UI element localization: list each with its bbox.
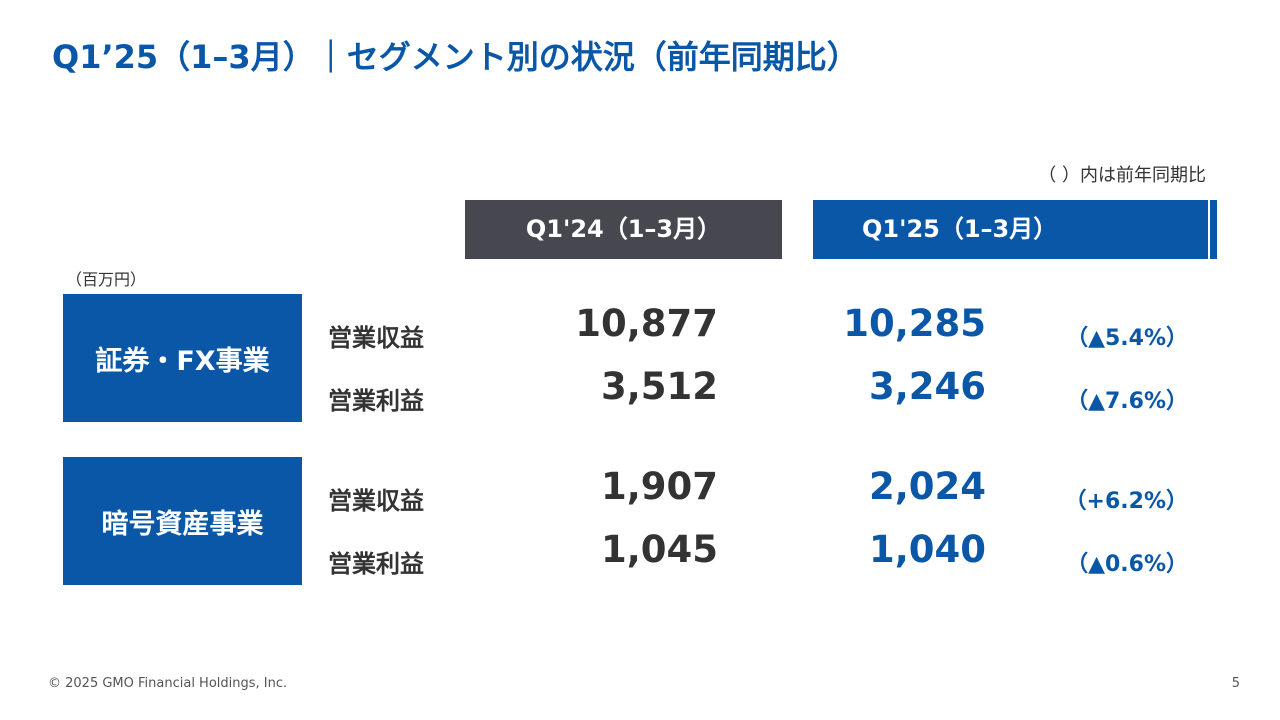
row-label: 営業利益 (328, 387, 424, 415)
segment-name: 証券・FX事業 (63, 294, 302, 422)
change: （▲5.4%） (1066, 326, 1188, 351)
prev-value: 3,512 (600, 365, 718, 408)
column-header: Q1'25（1–3月） (862, 215, 1058, 243)
curr-value: 1,040 (868, 528, 986, 571)
change: （▲7.6%） (1066, 389, 1188, 414)
row-label: 営業収益 (328, 324, 424, 352)
prev-value: 10,877 (575, 302, 718, 345)
copyright: © 2025 GMO Financial Holdings, Inc. (48, 676, 288, 691)
change: （+6.2%） (1064, 489, 1188, 514)
curr-value: 10,285 (843, 302, 986, 345)
column-header-box: Q1'25（1–3月） (813, 200, 1217, 259)
divider (1208, 200, 1210, 259)
prev-value: 1,045 (600, 528, 718, 571)
row-label: 営業収益 (328, 487, 424, 515)
title: Q1’25（1–3月）｜セグメント別の状況（前年同期比） (52, 38, 859, 76)
prev-value: 1,907 (600, 465, 718, 508)
curr-value: 2,024 (868, 465, 986, 508)
unit: （百万円） (66, 270, 147, 289)
note: （ ）内は前年同期比 (1038, 165, 1206, 186)
change: （▲0.6%） (1066, 552, 1188, 577)
column-header: Q1'24（1–3月） (465, 200, 782, 259)
segment-name: 暗号資産事業 (63, 457, 302, 585)
curr-value: 3,246 (868, 365, 986, 408)
page-number: 5 (1231, 676, 1240, 691)
row-label: 営業利益 (328, 550, 424, 578)
